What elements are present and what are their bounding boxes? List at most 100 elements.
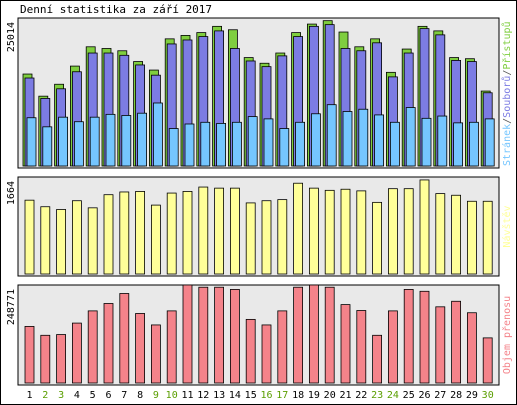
bar-visits-day-24 — [387, 188, 398, 275]
bar-kbytes-day-24 — [387, 310, 398, 384]
legend-entry-1: Stránek — [501, 124, 513, 166]
bar-pages-day-2 — [42, 126, 53, 167]
legend-entry-2: Souborů — [501, 76, 513, 118]
bar-pages-day-7 — [121, 115, 132, 167]
bar-visits-day-8 — [135, 191, 146, 275]
bar-pages-day-3 — [58, 116, 68, 167]
bar-kbytes-day-15 — [245, 318, 256, 384]
bar-pages-day-14 — [231, 121, 242, 167]
bar-visits-day-11 — [182, 191, 193, 275]
bar-kbytes-day-9 — [150, 324, 161, 384]
bar-pages-day-17 — [279, 128, 290, 167]
bar-visits-day-18 — [293, 182, 304, 275]
panel-bottom: 248771 Objem přenosu — [6, 284, 513, 386]
bar-visits-day-10 — [166, 192, 177, 275]
bar-pages-day-4 — [74, 121, 84, 167]
legend-entry-1: Návštěv — [501, 205, 513, 247]
chart-title: Denní statistika za září 2017 — [20, 3, 213, 16]
bar-pages-day-26 — [421, 117, 432, 167]
panel-bottom-legend: Objem přenosu — [501, 296, 513, 374]
panel-bottom-ymax-label: 248771 — [6, 289, 17, 325]
panel-middle-ymax-label: 1664 — [6, 181, 17, 205]
panel-middle-box — [17, 176, 500, 277]
bar-visits-day-19 — [308, 187, 319, 275]
x-tick-label-2: 2 — [42, 390, 48, 401]
x-tick-label-28: 28 — [450, 390, 462, 401]
bar-kbytes-day-20 — [324, 286, 335, 384]
x-tick-label-21: 21 — [339, 390, 351, 401]
x-tick-label-26: 26 — [418, 390, 430, 401]
bar-kbytes-day-28 — [451, 300, 462, 384]
bar-kbytes-day-12 — [198, 286, 209, 384]
x-tick-label-30: 30 — [482, 390, 494, 401]
x-tick-label-8: 8 — [137, 390, 143, 401]
bar-visits-day-28 — [451, 194, 462, 275]
bar-kbytes-day-3 — [56, 334, 66, 384]
x-tick-label-20: 20 — [324, 390, 336, 401]
x-tick-label-23: 23 — [371, 390, 383, 401]
bar-pages-day-21 — [342, 111, 353, 167]
bar-visits-day-30 — [482, 200, 493, 275]
x-tick-label-11: 11 — [181, 390, 193, 401]
bar-kbytes-day-22 — [356, 310, 367, 384]
bar-pages-day-20 — [326, 104, 337, 167]
bar-pages-day-6 — [105, 113, 116, 167]
bar-visits-day-9 — [150, 204, 161, 275]
x-tick-label-10: 10 — [166, 390, 178, 401]
bar-kbytes-day-14 — [229, 289, 240, 384]
bar-visits-day-17 — [277, 199, 288, 275]
bar-kbytes-day-25 — [403, 289, 414, 384]
bar-visits-day-22 — [356, 190, 367, 275]
legend-separator: / — [502, 70, 513, 76]
panel-top-ymax-label: 25014 — [6, 22, 17, 52]
bar-kbytes-day-23 — [372, 334, 383, 384]
x-tick-label-24: 24 — [387, 390, 399, 401]
bar-pages-day-27 — [437, 115, 448, 167]
bar-visits-day-20 — [324, 189, 335, 275]
x-tick-label-27: 27 — [434, 390, 446, 401]
bar-visits-day-5 — [87, 207, 98, 275]
bar-kbytes-day-26 — [419, 290, 430, 384]
bar-kbytes-day-8 — [135, 313, 146, 384]
bar-kbytes-day-21 — [340, 304, 351, 384]
x-tick-label-25: 25 — [403, 390, 415, 401]
bar-pages-day-28 — [453, 122, 464, 167]
bar-kbytes-day-17 — [277, 310, 288, 384]
bar-visits-day-2 — [40, 206, 51, 275]
bar-pages-day-10 — [168, 128, 179, 167]
bar-visits-day-15 — [245, 202, 256, 275]
bar-kbytes-day-11 — [182, 284, 193, 384]
panel-top-legend: Stránek/Souborů/Přístupů — [501, 21, 513, 166]
bar-pages-day-30 — [484, 118, 495, 167]
bar-pages-day-29 — [468, 121, 479, 167]
bar-kbytes-day-6 — [103, 303, 114, 384]
panel-bottom-box — [17, 284, 500, 386]
bar-pages-day-15 — [247, 116, 258, 167]
x-tick-label-12: 12 — [197, 390, 209, 401]
bar-pages-day-24 — [389, 121, 400, 167]
panel-middle-legend: Návštěv — [501, 205, 513, 247]
x-tick-label-18: 18 — [292, 390, 304, 401]
bar-kbytes-day-4 — [72, 322, 82, 384]
bar-visits-day-26 — [419, 179, 430, 275]
legend-entry-1: Objem přenosu — [501, 296, 513, 374]
bar-visits-day-6 — [103, 194, 114, 275]
bar-visits-day-12 — [198, 186, 209, 275]
x-tick-label-16: 16 — [260, 390, 272, 401]
bar-pages-day-18 — [295, 121, 306, 167]
bar-kbytes-day-29 — [466, 312, 477, 384]
bar-visits-day-29 — [466, 200, 477, 275]
bar-pages-day-19 — [310, 113, 321, 167]
x-tick-label-6: 6 — [105, 390, 111, 401]
bar-visits-day-13 — [214, 187, 225, 275]
x-tick-label-9: 9 — [153, 390, 159, 401]
bar-pages-day-8 — [137, 112, 148, 167]
x-tick-label-13: 13 — [213, 390, 225, 401]
bar-kbytes-day-2 — [40, 334, 51, 384]
bar-pages-day-22 — [358, 108, 369, 167]
bar-visits-day-16 — [261, 200, 272, 275]
bar-kbytes-day-7 — [119, 293, 130, 384]
x-tick-label-17: 17 — [276, 390, 288, 401]
